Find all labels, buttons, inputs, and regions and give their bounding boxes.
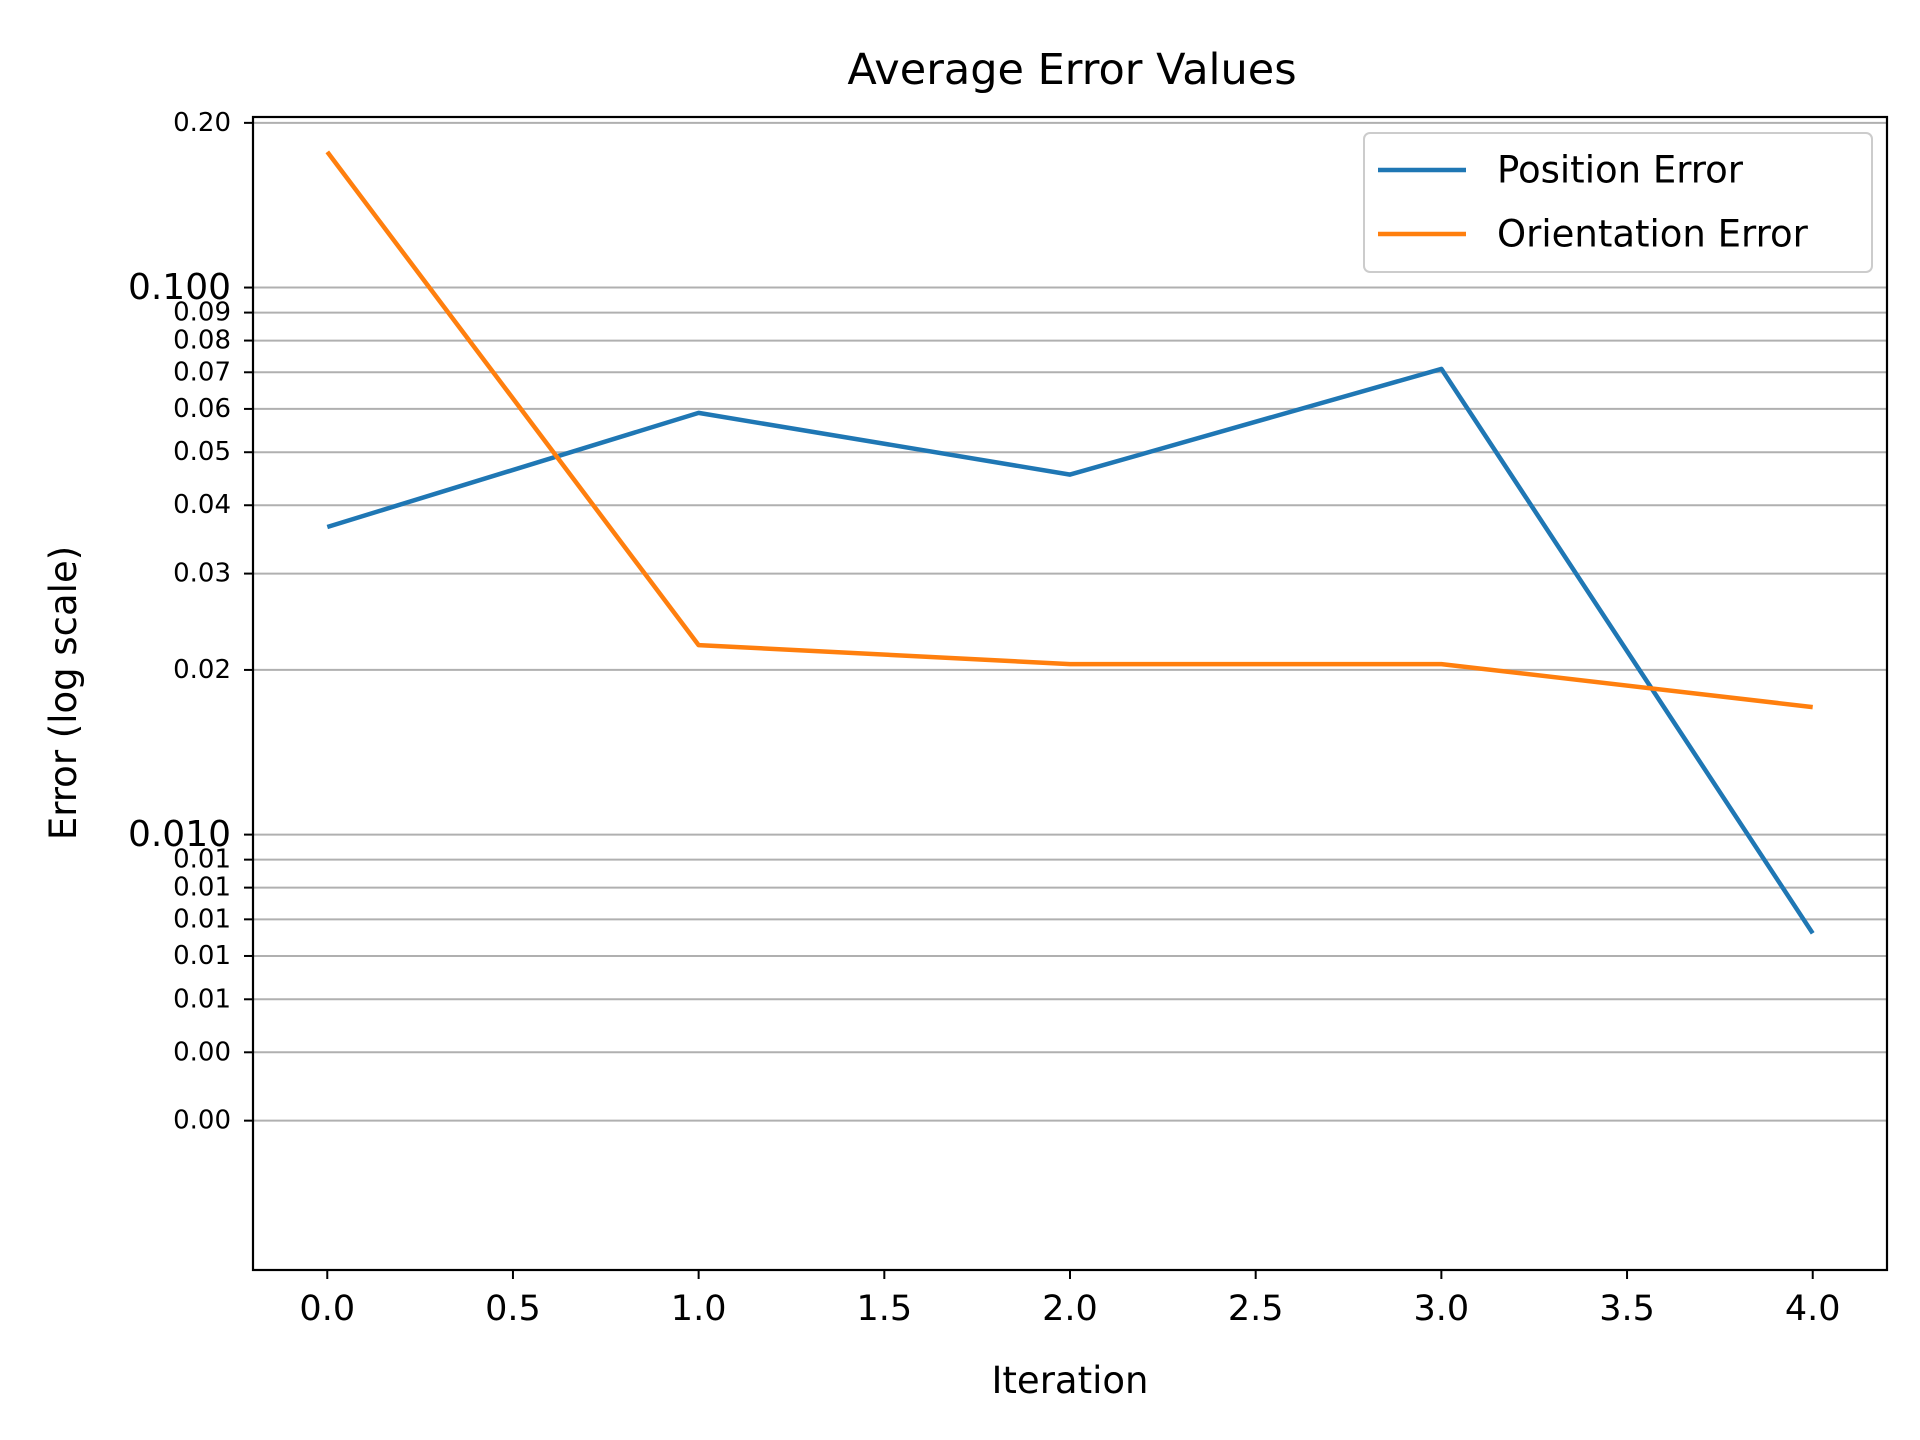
y-tick-label: 0.01 — [173, 904, 231, 934]
y-tick-label: 0.08 — [173, 326, 231, 356]
x-tick-label: 1.0 — [671, 1289, 727, 1329]
y-tick-label: 0.09 — [173, 298, 231, 328]
legend-box — [1363, 132, 1873, 273]
y-tick-label: 0.05 — [173, 437, 231, 467]
x-tick-label: 3.0 — [1414, 1289, 1470, 1329]
y-tick-label: 0.01 — [173, 873, 231, 903]
series-line-orientation-error — [325, 150, 1813, 710]
x-tick-label: 0.5 — [485, 1289, 541, 1329]
x-tick-label: 2.5 — [1228, 1289, 1284, 1329]
y-tick-label: 0.04 — [173, 490, 231, 520]
x-tick-label: 4.0 — [1785, 1289, 1841, 1329]
y-tick-label: 0.010 — [128, 814, 231, 855]
y-tick-label: 0.07 — [173, 357, 231, 387]
y-tick-label: 0.01 — [173, 845, 231, 875]
y-tick-label: 0.00 — [173, 1037, 231, 1067]
y-tick-label: 0.100 — [128, 267, 231, 308]
legend-label: Orientation Error — [1497, 213, 1809, 256]
y-tick-label: 0.20 — [173, 108, 231, 138]
y-tick-label: 0.03 — [173, 559, 231, 589]
x-tick-label: 0.0 — [299, 1289, 355, 1329]
series-line-position-error — [326, 366, 1815, 935]
series-lines — [325, 150, 1815, 935]
x-tick-label: 2.0 — [1042, 1289, 1098, 1329]
y-tick-label: 0.00 — [173, 1106, 231, 1136]
y-tick-label: 0.02 — [173, 655, 231, 685]
y-tick-label: 0.01 — [173, 984, 231, 1014]
x-tick-label: 1.5 — [856, 1289, 912, 1329]
legend-label: Position Error — [1497, 149, 1744, 192]
legend: Position Error Orientation Error — [1363, 132, 1873, 273]
y-axis-label: Error (log scale) — [42, 546, 85, 840]
x-axis-ticks: 0.0 0.5 1.0 1.5 2.0 2.5 3.0 3.5 4.0 — [299, 1270, 1841, 1329]
y-tick-label: 0.06 — [173, 394, 231, 424]
chart-title: Average Error Values — [847, 45, 1296, 95]
x-tick-label: 3.5 — [1599, 1289, 1655, 1329]
x-axis-label: Iteration — [992, 1359, 1149, 1402]
y-tick-label: 0.01 — [173, 941, 231, 971]
y-gridlines — [253, 121, 1887, 1122]
